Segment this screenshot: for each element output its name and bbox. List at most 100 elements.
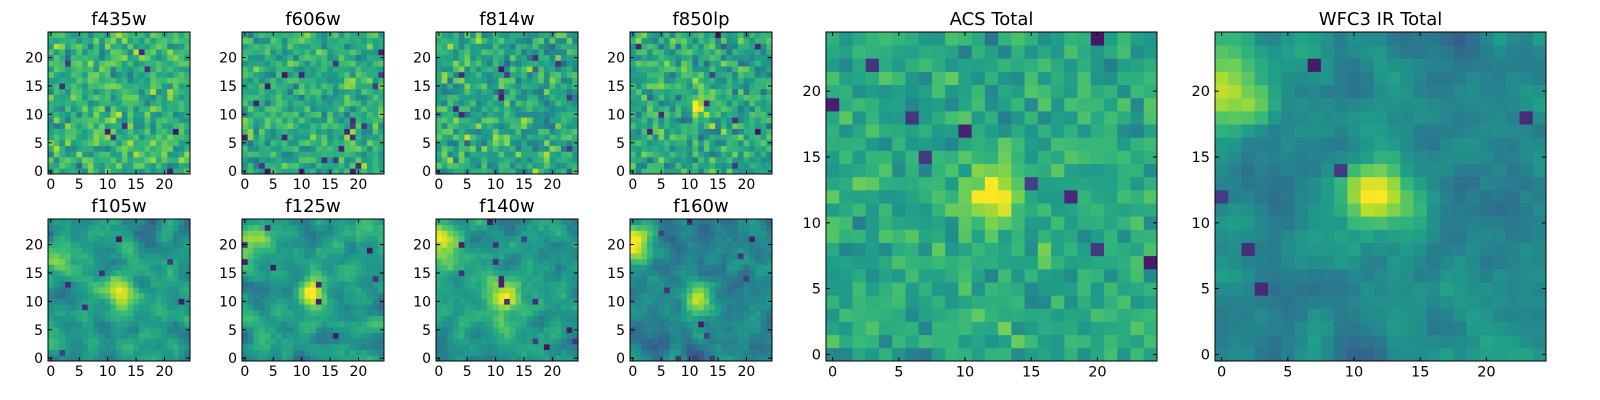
heatmap-cell <box>698 292 705 299</box>
heatmap-cell <box>104 292 111 299</box>
heatmap-cell <box>538 241 545 248</box>
heatmap-cell <box>447 332 454 339</box>
heatmap-cell <box>110 292 117 299</box>
heatmap-cell <box>521 83 528 90</box>
heatmap-cell <box>475 298 482 305</box>
heatmap-cell <box>298 156 305 164</box>
heatmap-cell <box>332 156 339 164</box>
heatmap-cell <box>338 94 345 101</box>
heatmap-cell <box>630 122 637 129</box>
heatmap-cell <box>372 253 379 260</box>
heatmap-cell <box>709 275 716 282</box>
heatmap-cell <box>641 71 648 78</box>
heatmap-cell <box>281 37 288 44</box>
heatmap-cell <box>635 338 642 345</box>
heatmap-cell <box>698 128 705 135</box>
heatmap-cell <box>321 292 328 299</box>
heatmap-cell <box>647 37 654 44</box>
heatmap-cell <box>686 100 693 107</box>
heatmap-cell <box>247 287 254 294</box>
heatmap-cell <box>378 32 385 39</box>
heatmap-cell <box>647 343 654 351</box>
heatmap-cell <box>304 326 311 333</box>
heatmap-cell <box>560 100 568 107</box>
heatmap-cell <box>453 88 460 95</box>
heatmap-cell <box>492 230 499 237</box>
heatmap-cell <box>572 219 579 226</box>
heatmap-cell <box>349 292 356 299</box>
heatmap-cell <box>492 94 499 101</box>
heatmap-cell <box>253 224 260 231</box>
heatmap-cell <box>737 122 744 129</box>
heatmap-cell <box>538 151 545 158</box>
heatmap-cell <box>70 156 77 164</box>
heatmap-cell <box>549 258 556 265</box>
heatmap-cell <box>464 315 471 322</box>
heatmap-cell <box>754 117 762 124</box>
heatmap-cell <box>355 309 362 316</box>
heatmap-cell <box>475 117 482 124</box>
heatmap-cell <box>760 275 767 282</box>
heatmap-cell <box>144 315 151 322</box>
heatmap-cell <box>293 292 300 299</box>
heatmap-cell <box>99 83 106 90</box>
heatmap-cell <box>647 298 654 305</box>
heatmap-cell <box>155 219 162 226</box>
heatmap-cell <box>82 151 89 158</box>
heatmap-cell <box>658 343 665 351</box>
heatmap-cell <box>526 156 533 164</box>
heatmap-cell <box>538 60 545 67</box>
heatmap-cell <box>270 241 277 248</box>
heatmap-cell <box>698 355 705 362</box>
heatmap-cell <box>720 66 727 73</box>
heatmap-cell <box>82 264 89 271</box>
heatmap-cell <box>281 332 288 339</box>
heatmap-cell <box>104 71 111 78</box>
heatmap-cell <box>652 139 659 146</box>
heatmap-cell <box>247 54 254 61</box>
heatmap-cell <box>293 94 300 101</box>
heatmap-cell <box>509 236 516 243</box>
heatmap-cell <box>749 349 756 356</box>
heatmap-cell <box>560 292 568 299</box>
heatmap-cell <box>315 287 322 294</box>
heatmap-cell <box>453 60 460 67</box>
heatmap-cell <box>532 49 539 56</box>
heatmap-cell <box>59 338 66 345</box>
y-tick-label: 0 <box>422 164 431 180</box>
heatmap-cell <box>709 168 716 175</box>
x-tick-label: 10 <box>293 177 311 193</box>
heatmap-cell <box>253 349 260 356</box>
heatmap-cell <box>464 304 471 311</box>
heatmap-cell <box>138 253 145 260</box>
heatmap-cell <box>487 37 494 44</box>
heatmap-cell <box>538 292 545 299</box>
heatmap-cell <box>549 281 556 288</box>
heatmap-cell <box>361 298 368 305</box>
heatmap-cell <box>630 37 637 44</box>
heatmap-cell <box>276 54 283 61</box>
heatmap-cell <box>436 338 443 345</box>
heatmap-cell <box>53 264 60 271</box>
heatmap-cell <box>766 100 773 107</box>
heatmap-cell <box>65 32 72 39</box>
heatmap-cell <box>720 275 727 282</box>
heatmap-cell <box>732 43 739 50</box>
heatmap-cell <box>754 332 762 339</box>
heatmap-cell <box>372 71 379 78</box>
heatmap-cell <box>372 264 379 271</box>
heatmap-cell <box>521 37 528 44</box>
heatmap-cell <box>167 298 174 305</box>
heatmap-cell <box>167 287 174 294</box>
heatmap-cell <box>48 292 55 299</box>
heatmap-cell <box>504 287 511 294</box>
heatmap-cell <box>664 139 671 146</box>
heatmap-cell <box>270 88 277 95</box>
heatmap-cell <box>184 71 191 78</box>
heatmap-cell <box>281 349 288 356</box>
heatmap-cell <box>504 326 511 333</box>
heatmap-cell <box>315 83 322 90</box>
heatmap-cell <box>538 349 545 356</box>
heatmap-cell <box>481 292 488 299</box>
heatmap-cell <box>743 54 750 61</box>
